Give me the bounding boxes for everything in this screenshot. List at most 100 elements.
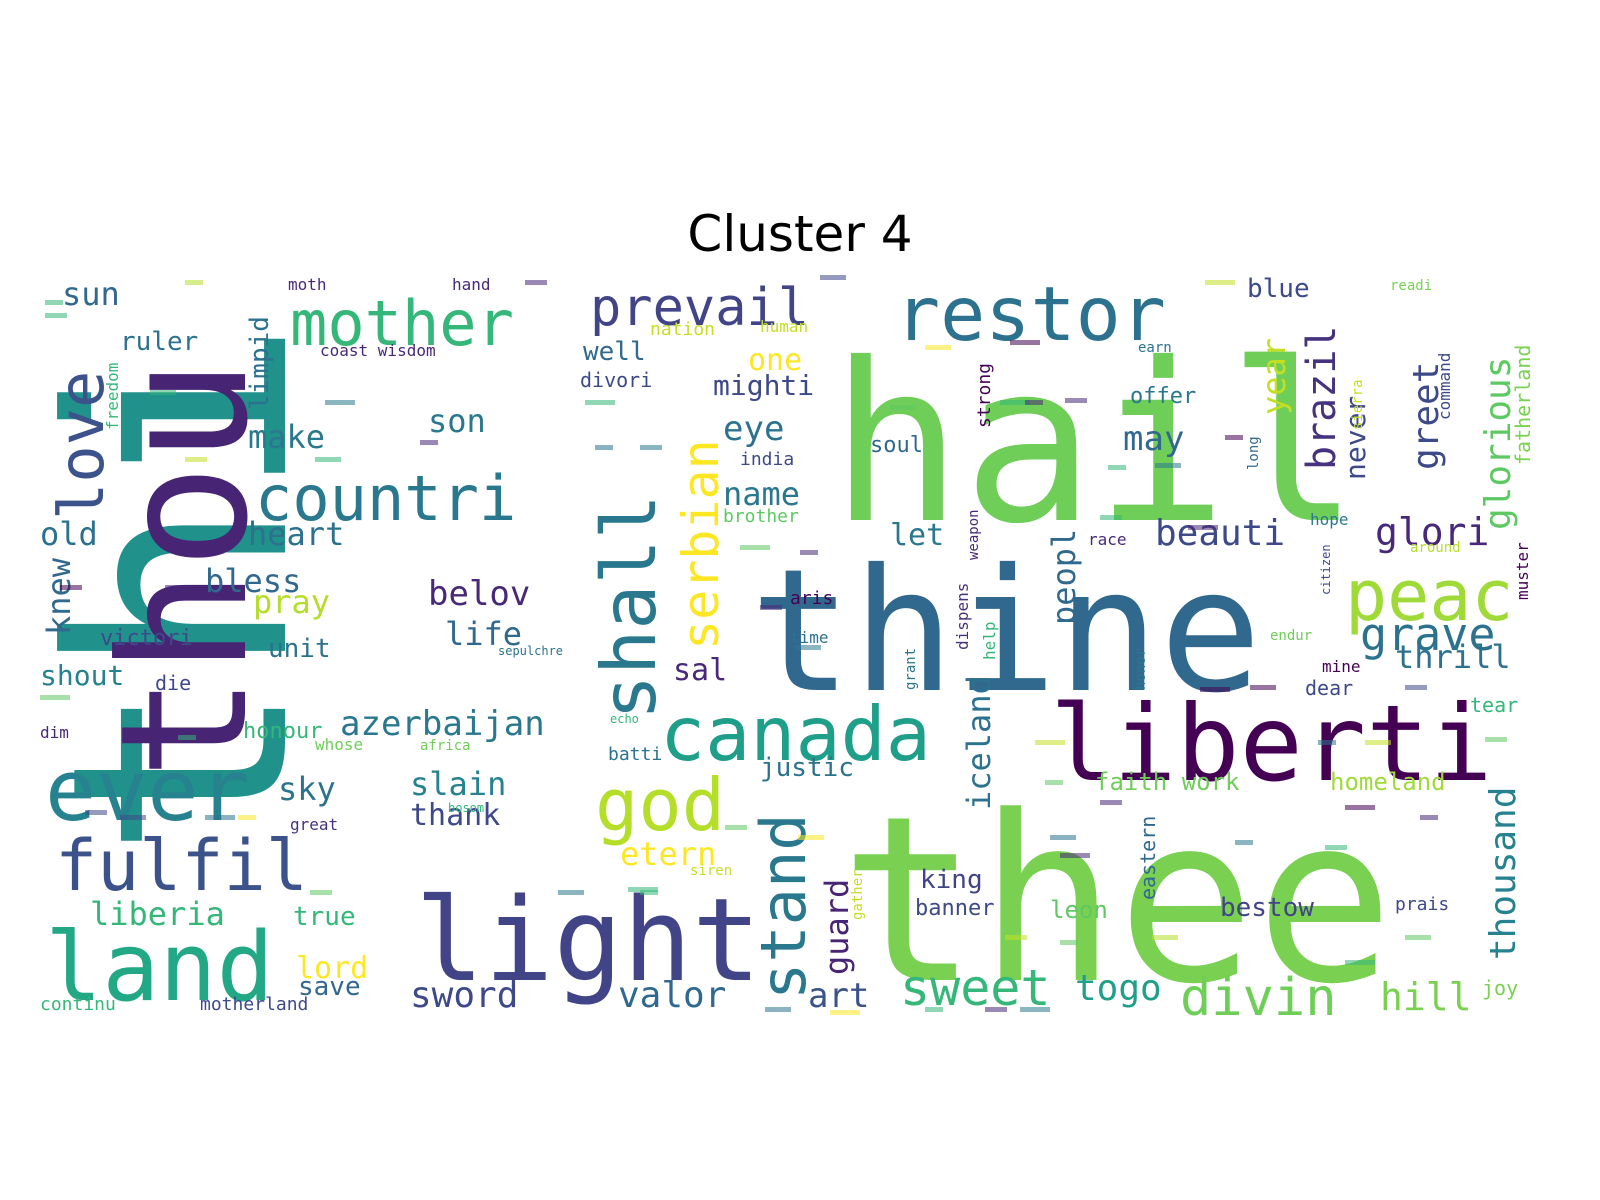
word-soul: soul [870, 433, 923, 458]
word-guard: guard [818, 879, 856, 975]
word-greet: greet [1406, 362, 1447, 470]
wordcloud-speck [185, 280, 203, 285]
wordcloud-speck [178, 735, 196, 740]
wordcloud-speck [525, 280, 547, 285]
wordcloud-speck [1060, 853, 1090, 858]
chart-title: Cluster 4 [687, 205, 913, 263]
word-heart: heart [248, 515, 344, 553]
word-son: son [428, 402, 486, 440]
word-land: land [45, 913, 274, 1023]
word-glori: glori [1375, 510, 1489, 554]
wordcloud-speck [1100, 515, 1122, 520]
wordcloud-speck [558, 890, 584, 895]
word-honor: honor [1133, 648, 1149, 690]
word-mine: mine [1322, 657, 1361, 676]
word-africa: africa [420, 738, 471, 754]
wordcloud-speck [1405, 935, 1431, 940]
word-india: india [740, 449, 794, 470]
word-etern: etern [620, 835, 716, 873]
word-muster: muster [1513, 542, 1532, 600]
word-liberti: liberti [1050, 683, 1493, 805]
wordcloud-speck [725, 825, 747, 830]
word-iceland: iceland [960, 675, 998, 810]
word-art: art [808, 976, 869, 1016]
word-sepulchre: sepulchre [498, 644, 563, 658]
word-old: old [40, 515, 98, 553]
wordcloud-speck [1045, 780, 1063, 785]
word-strong: strong [974, 363, 995, 428]
wordcloud-speck [420, 440, 438, 445]
word-hand: hand [452, 275, 491, 294]
word-siren: siren [690, 863, 732, 879]
wordcloud-speck [40, 695, 70, 700]
wordcloud-speck [1100, 800, 1122, 805]
word-ruler: ruler [120, 327, 198, 357]
wordcloud-speck [1065, 398, 1087, 403]
word-one: one [748, 343, 802, 378]
word-stand: stand [747, 813, 820, 1000]
word-readi: readi [1390, 278, 1432, 294]
wordcloud-speck [1200, 687, 1230, 692]
word-brother: brother [723, 506, 799, 527]
wordcloud-speck [1345, 960, 1375, 965]
word-king: king [920, 865, 983, 895]
word-around: around [1410, 540, 1461, 556]
word-hope: hope [1310, 510, 1349, 529]
word-unit: unit [268, 634, 331, 664]
word-dear: dear [1305, 676, 1353, 700]
word-true: true [293, 902, 356, 932]
word-leon: leon [1050, 896, 1108, 924]
wordcloud-speck [890, 405, 916, 410]
word-sword: sword [410, 975, 518, 1016]
wordcloud-speck [1020, 1007, 1050, 1012]
word-help: help [980, 621, 999, 660]
word-human: human [760, 317, 808, 336]
word-thousand: thousand [1483, 787, 1524, 960]
word-blue: blue [1247, 274, 1310, 304]
word-light: light [415, 874, 761, 1008]
word-coast-wisdom: coast wisdom [320, 341, 436, 360]
word-love: love [45, 371, 118, 520]
word-bosom: bosom [448, 801, 484, 815]
word-aris: aris [790, 588, 833, 609]
word-command: command [1435, 353, 1454, 420]
word-peopl: peopl [1045, 529, 1083, 625]
word-save: save [298, 972, 361, 1002]
word-citizen: citizen [1319, 544, 1333, 595]
wordcloud-speck [1188, 525, 1218, 530]
word-canada: canada [660, 690, 931, 778]
word-prevail: prevail [590, 278, 809, 338]
word-weapon: weapon [966, 509, 982, 560]
word-god: god [595, 763, 725, 847]
wordcloud-speck [760, 605, 782, 610]
word-justic: justic [760, 753, 854, 783]
word-eastern: eastern [1136, 816, 1160, 900]
wordcloud-speck [1325, 845, 1347, 850]
word-great: great [290, 815, 338, 834]
wordcloud-speck [585, 400, 615, 405]
wordcloud-speck [1035, 740, 1065, 745]
wordcloud-speck [765, 1007, 791, 1012]
wordcloud-speck [1235, 840, 1253, 845]
word-thank: thank [410, 798, 500, 833]
word-valor: valor [618, 975, 726, 1016]
word-belov: belov [428, 574, 530, 614]
wordcloud-speck [1405, 685, 1427, 690]
word-freedom: freedom [103, 363, 122, 430]
word-grant: grant [903, 648, 919, 690]
wordcloud-speck [985, 1007, 1007, 1012]
word-let: let [890, 518, 944, 553]
word-brazil: brazil [1299, 326, 1345, 471]
word-thrill: thrill [1395, 638, 1511, 676]
word-dim: dim [40, 723, 69, 742]
word-make: make [248, 418, 325, 456]
wordcloud-speck [925, 345, 951, 350]
word-divori: divori [580, 368, 652, 392]
wordcloud-speck [150, 390, 176, 395]
wordcloud-speck [1050, 835, 1076, 840]
word-grave: grave [1360, 608, 1495, 661]
word-name: name [723, 475, 800, 513]
word-countri: countri [255, 462, 516, 535]
word-fatherland: fatherland [1511, 345, 1535, 465]
word-lord: lord [296, 951, 368, 986]
